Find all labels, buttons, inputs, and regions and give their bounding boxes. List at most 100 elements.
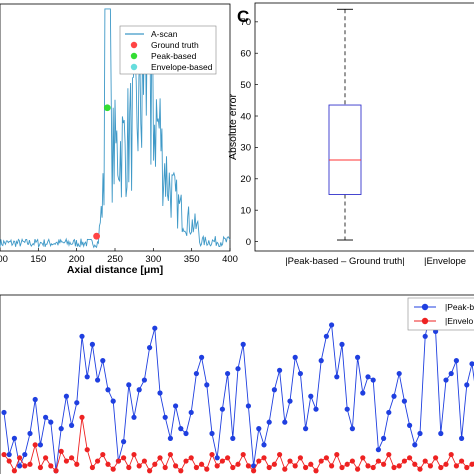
peak-error-point	[126, 382, 132, 388]
envelope-error-point	[188, 455, 194, 461]
envelope-error-point	[245, 463, 251, 469]
legend-ground-truth-marker	[130, 41, 138, 49]
peak-error-point	[1, 409, 7, 416]
boxplot-category-2: |Envelope	[424, 256, 466, 267]
envelope-error-point	[178, 468, 184, 474]
boxplot-ylabel: Absolute error	[227, 94, 239, 160]
envelope-error-point	[339, 464, 345, 471]
peak-based-point	[103, 104, 111, 112]
iqr-box	[328, 104, 362, 195]
envelope-error-point	[240, 451, 246, 458]
peak-error-point	[401, 398, 407, 404]
peak-error-point	[58, 426, 64, 432]
envelope-error-point	[375, 458, 381, 464]
peak-error-point	[396, 370, 402, 377]
envelope-error-point	[287, 458, 293, 464]
peak-error-point	[370, 377, 376, 383]
envelope-error-point	[453, 463, 459, 469]
envelope-error-point	[360, 455, 366, 461]
peak-error-point	[141, 377, 147, 383]
peak-error-point	[303, 426, 309, 432]
boxplot-panel: 0 10 20 30 40 50 60 70 Absolute error |Peak-bas…	[227, 2, 474, 267]
envelope-error-point	[32, 442, 38, 448]
envelope-error-point	[292, 463, 298, 469]
peak-error-point	[261, 442, 267, 448]
peak-error-point	[297, 370, 303, 377]
envelope-error-point	[334, 451, 340, 458]
envelope-error-point	[443, 461, 449, 467]
peak-error-point	[422, 333, 428, 339]
boxplot-axes-frame	[254, 2, 474, 252]
envelope-error-point	[344, 461, 350, 467]
peak-error-point	[271, 387, 277, 393]
peak-error-point	[48, 419, 54, 425]
peak-error-point	[219, 406, 225, 412]
envelope-error-point	[313, 468, 319, 474]
boxplot-ytick-label: 20	[240, 174, 251, 185]
peak-error-point	[448, 370, 454, 377]
peak-error-point	[110, 398, 116, 404]
envelope-error-point	[131, 451, 137, 458]
peak-error-point	[37, 442, 44, 448]
envelope-error-point	[214, 463, 220, 469]
peak-error-point	[32, 396, 38, 403]
envelope-error-point	[79, 414, 85, 420]
peak-error-point	[209, 430, 215, 437]
peak-error-point	[147, 345, 153, 351]
ascan-xtick-label: 250	[107, 254, 123, 265]
errors-panel: |Peak-b |Envelo	[0, 294, 474, 474]
peak-error-point	[74, 400, 80, 406]
peak-error-point	[407, 422, 413, 428]
peak-error-point	[235, 366, 241, 372]
peak-error-point	[365, 374, 371, 380]
envelope-error-point	[251, 468, 257, 474]
envelope-error-point	[401, 458, 407, 464]
peak-error-point	[339, 341, 345, 347]
peak-error-point	[375, 447, 381, 453]
boxplot-ytick-label: 50	[240, 80, 251, 91]
envelope-error-point	[167, 451, 173, 458]
peak-error-point	[355, 354, 361, 360]
legend-ground-truth-label: Ground truth	[151, 40, 199, 50]
peak-error-point	[157, 390, 163, 396]
ascan-panel: 100 150 200 250 300 350 400 Axial distance [μm…	[0, 3, 238, 276]
peak-error-point	[334, 374, 340, 380]
peak-error-line	[3, 311, 474, 471]
peak-error-point	[443, 377, 449, 383]
peak-error-point	[105, 387, 111, 393]
envelope-error-point	[277, 451, 283, 458]
peak-error-point	[121, 439, 127, 445]
boxplot-ytick-label: 30	[240, 143, 251, 154]
envelope-error-point	[136, 463, 142, 469]
envelope-error-point	[469, 461, 474, 467]
peak-error-point	[193, 370, 199, 377]
envelope-error-point	[173, 463, 179, 469]
envelope-error-point	[323, 455, 329, 461]
envelope-error-point	[230, 464, 236, 471]
peak-error-point	[344, 406, 350, 412]
peak-error-point	[412, 442, 418, 448]
envelope-error-point	[396, 463, 402, 469]
peak-error-point	[469, 361, 474, 367]
peak-error-point	[292, 354, 298, 360]
envelope-error-point	[448, 451, 454, 458]
envelope-error-point	[266, 464, 272, 471]
peak-error-point	[438, 430, 444, 437]
peak-error-point	[152, 325, 158, 331]
envelope-error-point	[141, 458, 147, 464]
envelope-error-point	[459, 458, 465, 464]
peak-error-point	[245, 403, 251, 409]
peak-error-point	[214, 455, 220, 461]
envelope-error-point	[110, 466, 116, 472]
peak-error-point	[464, 382, 470, 388]
peak-error-point	[69, 422, 75, 428]
peak-error-point	[349, 426, 355, 432]
errors-legend-box	[407, 297, 474, 331]
legend-envelope-based-marker	[130, 63, 138, 71]
ascan-xtick-label: 300	[145, 254, 161, 265]
envelope-error-point	[11, 468, 17, 474]
boxplot-category-1: |Peak-based – Ground truth|	[285, 256, 405, 267]
legend-peak-based-marker	[130, 52, 138, 60]
peak-error-point	[453, 358, 459, 364]
envelope-error-point	[438, 464, 444, 471]
